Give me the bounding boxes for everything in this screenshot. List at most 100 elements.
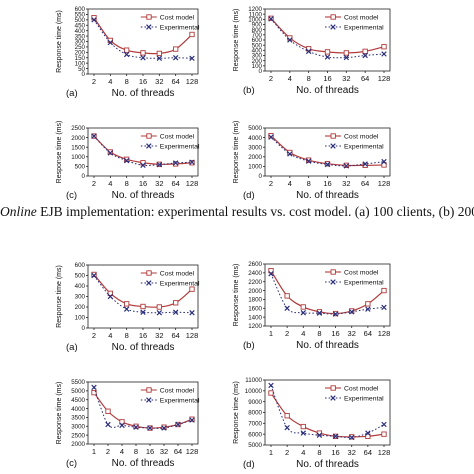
x-tick-label: 128 xyxy=(378,329,391,338)
cost-model-point xyxy=(306,157,312,163)
cost-model-point xyxy=(91,389,97,396)
experimental-point xyxy=(268,271,274,277)
cost-model-point xyxy=(156,304,162,310)
x-tick-label: 8 xyxy=(125,331,129,340)
x-tick-label: 2 xyxy=(285,448,289,457)
y-tick-label: 300 xyxy=(75,294,86,301)
cost-model-point xyxy=(156,50,162,57)
x-tick-label: 32 xyxy=(342,74,350,83)
x-tick-label: 128 xyxy=(186,77,199,86)
x-tick-label: 16 xyxy=(323,179,331,188)
legend-cost-marker xyxy=(146,387,152,393)
y-tick-label: 1800 xyxy=(248,297,262,304)
legend-cost-label: Cost model xyxy=(344,269,379,276)
y-tick-label: 250 xyxy=(75,44,86,51)
y-tick-label: 5000 xyxy=(71,388,85,395)
panel-label: (c) xyxy=(66,190,77,201)
chart-panel-4: 0 1000 2000 3000 4000 5000 2 4 8 16 32 64 128 No. of … xyxy=(233,121,391,201)
legend-exp-label: Experimental xyxy=(160,143,200,150)
x-tick-label: 2 xyxy=(269,74,273,83)
cost-model-point xyxy=(105,408,111,414)
y-tick-label: 400 xyxy=(75,28,86,35)
y-tick-label: 2600 xyxy=(248,261,262,268)
experimental-point xyxy=(343,163,350,169)
y-tick-label: 2400 xyxy=(248,270,262,277)
x-tick-label: 128 xyxy=(378,448,391,457)
experimental-point xyxy=(105,421,111,428)
cost-model-point xyxy=(365,433,371,439)
cost-model-point xyxy=(300,423,306,430)
caption-text: EJB implementation: experimental results… xyxy=(40,204,474,219)
experimental-point xyxy=(140,55,146,61)
cost-model-point xyxy=(381,44,387,50)
figure-caption: Online EJB implementation: experimental … xyxy=(0,204,474,226)
experimental-point xyxy=(316,432,323,438)
experimental-point xyxy=(362,52,368,59)
x-tick-label: 16 xyxy=(139,77,147,86)
experimental-point xyxy=(362,161,368,167)
y-tick-label: 100 xyxy=(252,63,263,70)
legend-exp-marker xyxy=(330,279,336,285)
y-tick-label: 100 xyxy=(75,60,86,67)
legend-exp-marker xyxy=(330,143,336,149)
x-tick-label: 4 xyxy=(108,77,112,86)
y-tick-label: 2000 xyxy=(71,441,85,448)
experimental-point xyxy=(343,54,350,61)
panel-label: (a) xyxy=(66,342,78,353)
y-tick-label: 600 xyxy=(75,6,86,13)
panel-label: (c) xyxy=(66,458,77,469)
experimental-point xyxy=(332,433,339,440)
y-tick-label: 200 xyxy=(252,58,263,65)
experimental-point xyxy=(268,382,274,389)
experimental-point xyxy=(381,304,387,311)
x-tick-label: 16 xyxy=(323,74,331,83)
y-tick-label: 10000 xyxy=(245,388,263,395)
legend-exp-marker xyxy=(146,143,152,149)
legend-cost-marker xyxy=(330,133,336,139)
y-tick-label: 0 xyxy=(82,71,86,78)
y-tick-label: 200 xyxy=(75,304,86,311)
x-axis-title: No. of threads xyxy=(112,190,175,201)
plot-frame xyxy=(87,381,199,445)
cost-model-point xyxy=(189,286,195,292)
y-tick-label: 600 xyxy=(75,262,86,269)
cost-model-point xyxy=(140,303,146,310)
legend-cost-label: Cost model xyxy=(160,133,195,140)
experimental-point xyxy=(91,272,97,279)
y-tick-label: 1600 xyxy=(248,305,262,312)
x-axis-title: No. of threads xyxy=(296,340,359,351)
y-tick-label: 3000 xyxy=(71,423,85,430)
experimental-point xyxy=(107,150,114,156)
cost-model-point xyxy=(284,413,290,419)
x-axis-title: No. of threads xyxy=(112,458,175,469)
x-axis-title: No. of threads xyxy=(296,190,359,201)
y-tick-label: 450 xyxy=(75,22,86,29)
y-tick-label: 2000 xyxy=(71,135,85,142)
y-axis-title: Response time (ms) xyxy=(56,121,63,184)
y-tick-label: 400 xyxy=(75,283,86,290)
cost-model-point xyxy=(140,50,146,56)
panel-label: (b) xyxy=(243,340,255,351)
y-tick-label: 2500 xyxy=(71,432,85,439)
y-tick-label: 1200 xyxy=(248,6,262,13)
experimental-point xyxy=(365,430,371,436)
legend-exp-marker xyxy=(146,24,152,30)
experimental-point xyxy=(123,51,130,58)
y-tick-label: 900 xyxy=(252,22,263,29)
panel-label: (b) xyxy=(243,85,255,96)
experimental-point xyxy=(287,151,293,157)
x-tick-label: 64 xyxy=(174,447,182,456)
y-tick-label: 1200 xyxy=(248,323,262,330)
experimental-point xyxy=(189,159,195,165)
x-tick-label: 8 xyxy=(317,448,321,457)
x-tick-label: 4 xyxy=(301,329,305,338)
y-tick-label: 5000 xyxy=(248,442,262,449)
experimental-point xyxy=(305,158,312,164)
legend-cost-label: Cost model xyxy=(344,133,379,140)
experimental-point xyxy=(119,422,125,429)
x-tick-label: 1 xyxy=(92,447,96,456)
cost-model-point xyxy=(268,390,274,396)
y-tick-label: 3000 xyxy=(248,144,262,151)
cost-model-point xyxy=(381,287,387,294)
experimental-point xyxy=(156,161,163,168)
